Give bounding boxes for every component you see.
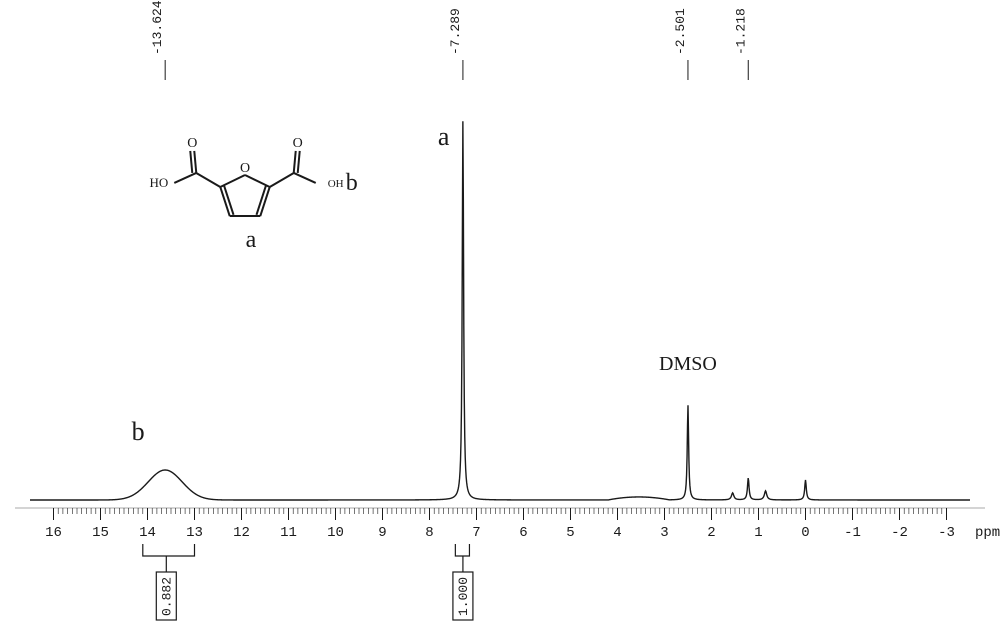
axis-tick-label: 5: [566, 525, 574, 541]
integral-value: 0.882: [159, 577, 174, 616]
peak-ppm-label: -7.289: [448, 8, 463, 55]
axis-tick-label: 11: [280, 525, 297, 541]
axis-tick-label: 13: [186, 525, 203, 541]
integral-value: 1.000: [456, 577, 471, 616]
axis-tick-label: 7: [472, 525, 480, 541]
nmr-plot-svg: -13.624-7.289-2.501-1.218abDMSO161514131…: [0, 0, 1000, 627]
spectrum-trace: [30, 121, 970, 500]
axis-tick-label: 0: [801, 525, 809, 541]
axis-tick-label: 16: [45, 525, 62, 541]
axis-tick-label: 12: [233, 525, 250, 541]
peak-ppm-label: -1.218: [733, 8, 748, 55]
spectrum-annotation: DMSO: [659, 353, 717, 375]
svg-text:b: b: [346, 170, 358, 196]
svg-text:HO: HO: [149, 175, 168, 190]
axis-tick-label: -3: [938, 525, 955, 541]
axis-tick-label: 6: [519, 525, 527, 541]
molecule-structure: O O OHb O HO a: [149, 136, 357, 253]
axis-tick-label: 4: [613, 525, 621, 541]
spectrum-annotation: a: [438, 122, 450, 151]
svg-text:O: O: [293, 136, 303, 151]
svg-text:O: O: [240, 161, 250, 176]
axis-tick-label: 2: [707, 525, 715, 541]
axis-tick-label: 1: [754, 525, 762, 541]
axis-tick-label: 15: [92, 525, 109, 541]
axis-tick-label: -1: [844, 525, 861, 541]
svg-text:OH: OH: [328, 178, 344, 190]
integral-bracket: [455, 544, 469, 556]
axis-tick-label: 9: [378, 525, 386, 541]
nmr-spectrum: -13.624-7.289-2.501-1.218abDMSO161514131…: [0, 0, 1000, 627]
axis-tick-label: 8: [425, 525, 433, 541]
peak-ppm-label: -13.624: [150, 0, 165, 55]
integral-bracket: [143, 544, 195, 556]
axis-tick-label: 10: [327, 525, 344, 541]
spectrum-annotation: b: [132, 417, 145, 446]
svg-text:a: a: [246, 227, 257, 253]
peak-ppm-label: -2.501: [673, 8, 688, 55]
axis-tick-label: 14: [139, 525, 156, 541]
svg-text:O: O: [187, 136, 197, 151]
axis-tick-label: -2: [891, 525, 908, 541]
axis-tick-label: 3: [660, 525, 668, 541]
axis-unit-label: ppm: [975, 525, 1000, 541]
